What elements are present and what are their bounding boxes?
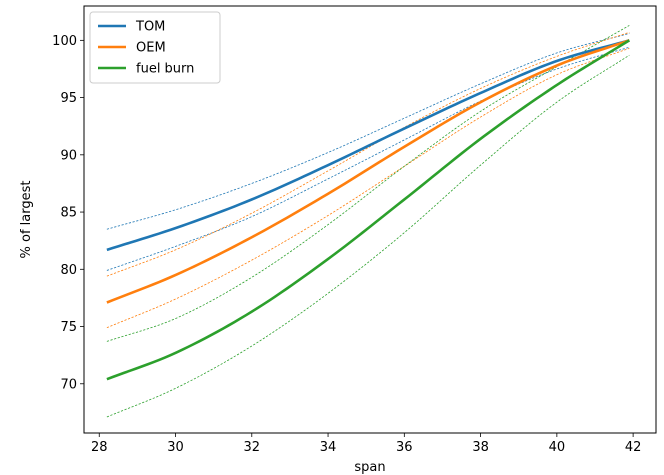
legend: TOM OEM fuel burn <box>89 11 221 84</box>
x-tick-label: 38 <box>472 440 489 455</box>
y-tick-label: 70 <box>60 377 77 392</box>
series-line-2 <box>106 39 630 381</box>
legend-label-0: TOM <box>135 20 165 35</box>
series-lines <box>106 39 630 381</box>
y-tick-label: 95 <box>60 91 77 106</box>
y-tick-label: 75 <box>60 320 77 335</box>
y-tick-label: 85 <box>60 206 77 221</box>
series-2-band-upper <box>106 25 630 342</box>
plot-frame <box>83 5 657 434</box>
x-tick-label: 28 <box>91 440 108 455</box>
x-axis-label: span <box>354 460 385 475</box>
y-axis-label: % of largest <box>19 181 34 259</box>
series-0-band-lower <box>106 46 630 271</box>
x-tick-label: 32 <box>244 440 261 455</box>
series-line-0 <box>106 39 630 252</box>
y-axis: 70 75 80 85 90 95 100 <box>52 34 84 392</box>
series-line-1 <box>106 39 630 304</box>
confidence-bands <box>106 25 630 418</box>
x-tick-label: 30 <box>167 440 184 455</box>
x-tick-label: 36 <box>396 440 413 455</box>
series-2-band-lower <box>106 54 630 418</box>
legend-box <box>89 11 221 84</box>
x-tick-label: 42 <box>625 440 642 455</box>
x-tick-label: 34 <box>320 440 337 455</box>
y-tick-label: 100 <box>52 34 77 49</box>
x-tick-label: 40 <box>549 440 566 455</box>
y-tick-label: 80 <box>60 263 77 278</box>
x-axis: 28 30 32 34 36 38 40 42 <box>91 433 641 455</box>
y-tick-label: 90 <box>60 148 77 163</box>
series-0-band-upper <box>106 33 630 230</box>
legend-label-1: OEM <box>136 41 166 56</box>
legend-label-2: fuel burn <box>136 62 194 77</box>
